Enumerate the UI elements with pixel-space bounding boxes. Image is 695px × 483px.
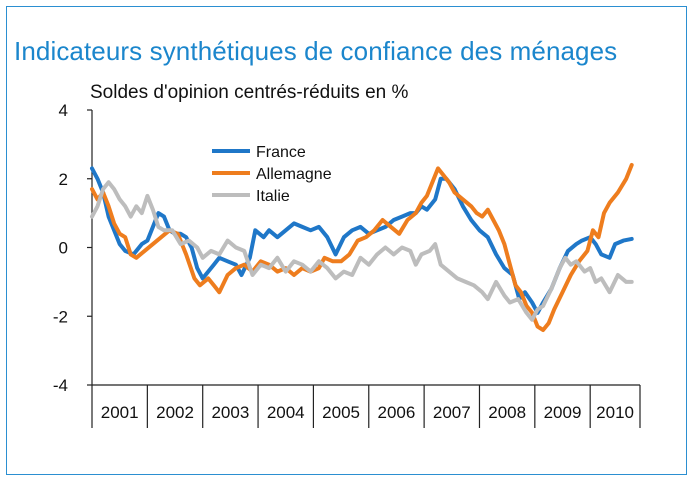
x-tick-label: 2005 xyxy=(322,403,360,422)
x-tick-label: 2002 xyxy=(156,403,194,422)
x-tick-label: 2008 xyxy=(488,403,526,422)
legend: France Allemagne Italie xyxy=(212,144,332,205)
x-tick-label: 2001 xyxy=(101,403,139,422)
legend-label-italie: Italie xyxy=(256,188,290,205)
x-tick-label: 2009 xyxy=(544,403,582,422)
chart-title: Indicateurs synthétiques de confiance de… xyxy=(14,36,618,66)
series-line-italie xyxy=(90,180,634,322)
x-tick-label: 2006 xyxy=(378,403,416,422)
chart-subtitle: Soldes d'opinion centrés-réduits en % xyxy=(90,82,409,103)
y-tick-label: -2 xyxy=(53,307,68,326)
legend-label-france: France xyxy=(256,144,306,161)
axes: 4 2 0 -2 -4 2001 2002 2003 2004 2005 2006 2007 2008 2… xyxy=(53,101,641,428)
x-tick-label: 2004 xyxy=(267,403,305,422)
x-tick-label: 2007 xyxy=(433,403,471,422)
series-line-allemagne xyxy=(90,163,634,332)
y-tick-label: 2 xyxy=(59,170,68,189)
series-lines xyxy=(90,163,634,332)
legend-label-allemagne: Allemagne xyxy=(256,166,332,183)
y-tick-label: -4 xyxy=(53,376,68,395)
x-tick-label: 2003 xyxy=(211,403,249,422)
x-tick-label: 2010 xyxy=(596,403,634,422)
y-tick-label: 0 xyxy=(59,239,68,258)
y-tick-label: 4 xyxy=(59,101,68,120)
